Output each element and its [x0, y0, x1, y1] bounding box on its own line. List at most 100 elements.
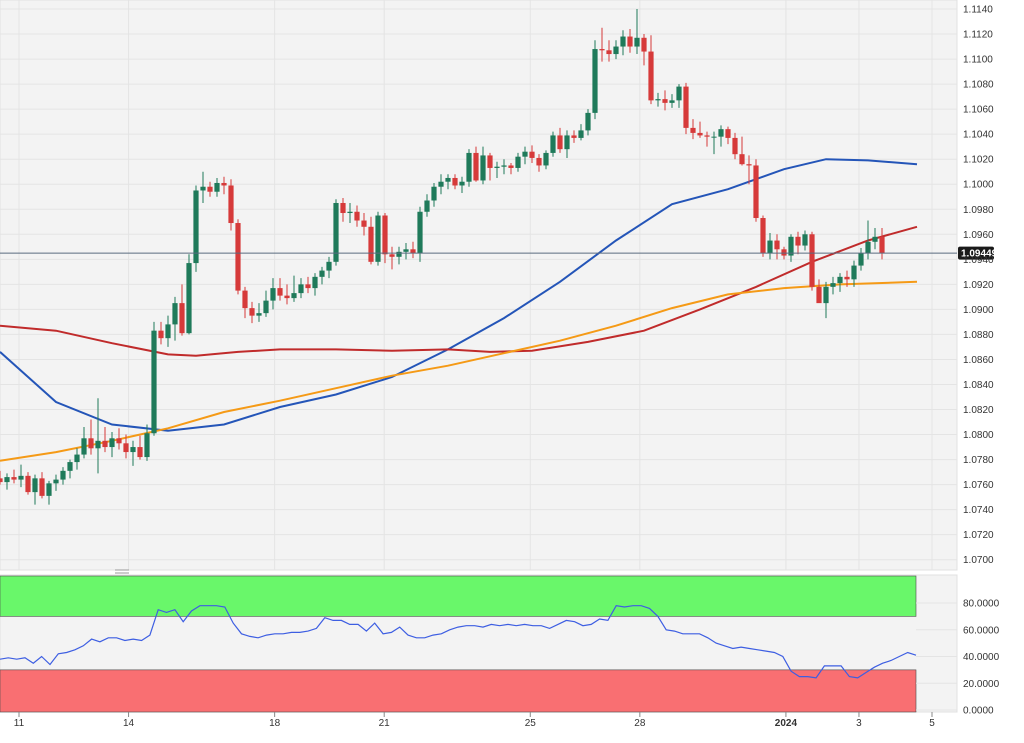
candle-body — [137, 447, 143, 458]
candle-down — [606, 40, 612, 62]
candle-body — [613, 46, 619, 55]
candle-body — [312, 276, 318, 289]
price-tick-label: 1.0900 — [963, 305, 994, 316]
candle-body — [207, 186, 213, 192]
candle-up — [585, 109, 591, 136]
candle-down — [704, 131, 710, 147]
ma-orange-line — [0, 280, 918, 462]
candle-down — [774, 234, 780, 260]
candle-down — [340, 197, 346, 222]
price-axis: 1.1140 1.1120 1.1100 1.1080 1.1060 1.1040 1.10… — [963, 5, 994, 567]
price-tick-label: 1.1120 — [963, 30, 993, 41]
candle-up — [788, 234, 794, 262]
candle-body — [557, 135, 563, 150]
candle-up — [459, 176, 465, 193]
candle-body — [319, 270, 325, 277]
candle-down — [228, 179, 234, 231]
indicator-tick-label: 60.0000 — [963, 625, 1000, 636]
candle-body — [662, 99, 668, 103]
candle-body — [347, 211, 353, 214]
candle-body — [326, 261, 332, 271]
candle-body — [46, 483, 52, 496]
candle-body — [508, 165, 514, 168]
panel-resize-handle[interactable] — [115, 569, 129, 574]
price-panel: 1.09449 1.11401.11201.11001.10801.10601.… — [0, 0, 995, 571]
candle-body — [879, 236, 885, 254]
indicator-line — [0, 605, 917, 679]
candle-body — [214, 182, 220, 192]
candle-down — [11, 469, 17, 484]
ma-red-line — [0, 225, 918, 357]
price-tick-label: 1.0960 — [963, 230, 994, 241]
candle-down — [242, 286, 248, 319]
candle-body — [606, 50, 612, 55]
candle-up — [291, 275, 297, 302]
candle-body — [711, 136, 717, 138]
candle-body — [865, 241, 871, 254]
time-tick-label: 14 — [123, 718, 135, 729]
candle-body — [424, 200, 430, 212]
overbought-zone — [0, 575, 917, 617]
candle-body — [39, 478, 45, 496]
price-tick-label: 1.0840 — [963, 380, 994, 391]
candle-down — [116, 428, 122, 450]
candle-up — [270, 278, 276, 310]
candle-body — [403, 249, 409, 252]
time-tick-label: 25 — [525, 718, 537, 729]
candle-body — [431, 186, 437, 201]
candles — [0, 9, 885, 505]
last-price-badge — [958, 246, 994, 260]
candle-body — [396, 251, 402, 257]
candle-body — [158, 330, 164, 339]
candle-up — [578, 124, 584, 141]
candle-up — [718, 125, 724, 147]
candle-body — [473, 152, 479, 181]
candle-body — [732, 137, 738, 155]
candle-up — [767, 233, 773, 260]
candle-up — [613, 40, 619, 60]
indicator-line-path — [0, 605, 917, 679]
time-tick-label: 21 — [379, 718, 391, 729]
candle-body — [627, 36, 633, 47]
candle-body — [277, 288, 283, 296]
candle-up — [669, 94, 675, 108]
candle-body — [228, 185, 234, 224]
candle-up — [151, 321, 157, 436]
price-tick-label: 1.0720 — [963, 530, 994, 541]
candle-body — [466, 152, 472, 182]
candle-body — [655, 99, 661, 101]
candle-up — [18, 464, 24, 488]
candle-down — [235, 219, 241, 295]
candle-down — [557, 127, 563, 153]
candle-up — [634, 9, 640, 55]
candle-body — [830, 283, 836, 287]
candle-down — [487, 152, 493, 181]
candle-down — [508, 162, 514, 175]
candle-body — [774, 240, 780, 250]
candle-body — [410, 249, 416, 254]
candle-down — [207, 181, 213, 197]
candle-body — [809, 234, 815, 287]
candle-body — [571, 135, 577, 138]
candle-body — [382, 215, 388, 255]
candle-down — [39, 472, 45, 499]
candle-body — [67, 462, 73, 471]
candle-up — [431, 182, 437, 207]
candle-up — [438, 174, 444, 195]
candle-down — [123, 434, 129, 459]
candle-up — [501, 159, 507, 175]
candle-body — [200, 186, 206, 191]
candle-down — [641, 34, 647, 66]
price-tick-label: 1.1080 — [963, 80, 994, 91]
candle-body — [361, 220, 367, 227]
candle-up — [424, 194, 430, 217]
price-panel-background — [0, 0, 958, 571]
price-tick-label: 1.0780 — [963, 455, 994, 466]
candle-down — [571, 130, 577, 143]
candle-up — [543, 150, 549, 170]
candle-down — [221, 176, 227, 195]
candle-down — [795, 231, 801, 255]
candle-up — [256, 303, 262, 322]
candle-body — [781, 249, 787, 256]
